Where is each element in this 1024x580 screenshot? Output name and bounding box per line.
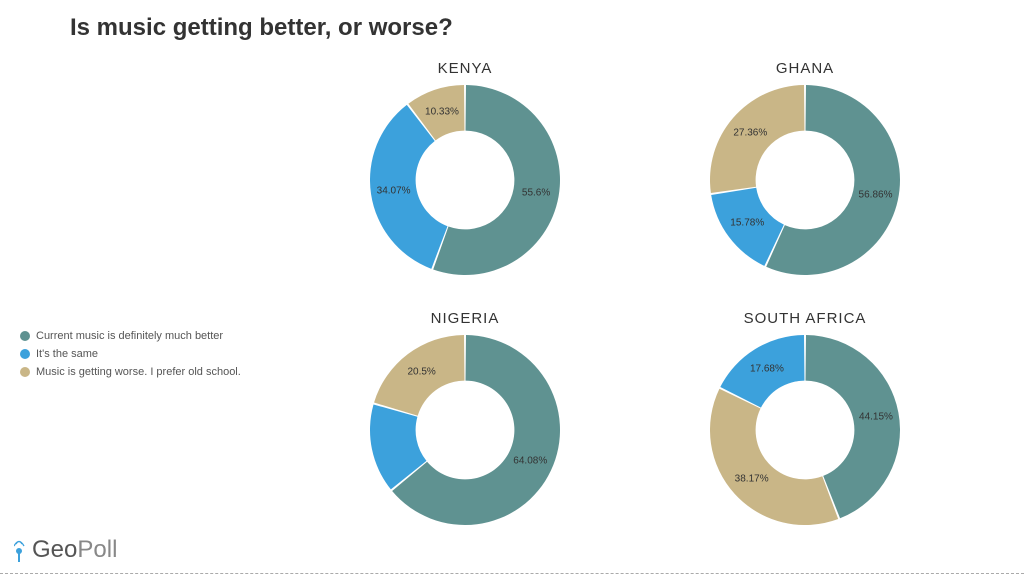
- slice-label: 17.68%: [750, 363, 784, 374]
- slice-label: 64.08%: [513, 455, 547, 466]
- logo-text-geo: Geo: [32, 536, 77, 563]
- geopoll-logo: GeoPoll: [14, 538, 117, 562]
- legend-item: Current music is definitely much better: [20, 330, 241, 342]
- logo-text-poll: Poll: [77, 536, 117, 563]
- slice-label: 34.07%: [377, 185, 411, 196]
- legend-item: Music is getting worse. I prefer old sch…: [20, 366, 241, 378]
- logo-icon: [14, 540, 30, 562]
- chart-title: KENYA: [370, 60, 560, 77]
- legend-dot: [20, 349, 30, 359]
- legend-dot: [20, 367, 30, 377]
- donut: 56.86% 15.78% 27.36%: [710, 85, 900, 275]
- donut-chart-southafrica: SOUTH AFRICA 44.15% 38.17% 17.68%: [710, 310, 900, 525]
- page-title: Is music getting better, or worse?: [70, 14, 453, 42]
- slice-label: 55.6%: [522, 187, 550, 198]
- legend-label: Current music is definitely much better: [36, 330, 223, 342]
- donut: 44.15% 38.17% 17.68%: [710, 335, 900, 525]
- slice-label: 56.86%: [859, 190, 893, 201]
- legend-dot: [20, 331, 30, 341]
- legend: Current music is definitely much better I…: [20, 330, 241, 384]
- slice-label: 10.33%: [425, 106, 459, 117]
- footer-divider: [0, 573, 1024, 574]
- slice-label: 15.78%: [730, 218, 764, 229]
- donut: 64.08% 20.5%: [370, 335, 560, 525]
- slice-label: 44.15%: [859, 411, 893, 422]
- chart-title: NIGERIA: [370, 310, 560, 327]
- slice-label: 38.17%: [735, 473, 769, 484]
- donut-chart-nigeria: NIGERIA 64.08% 20.5%: [370, 310, 560, 525]
- donut-chart-kenya: KENYA 55.6% 34.07% 10.33%: [370, 60, 560, 275]
- chart-title: GHANA: [710, 60, 900, 77]
- donut: 55.6% 34.07% 10.33%: [370, 85, 560, 275]
- legend-label: Music is getting worse. I prefer old sch…: [36, 366, 241, 378]
- slice-label: 27.36%: [733, 127, 767, 138]
- donut-chart-ghana: GHANA 56.86% 15.78% 27.36%: [710, 60, 900, 275]
- logo-text: GeoPoll: [32, 538, 117, 562]
- legend-label: It's the same: [36, 348, 98, 360]
- chart-title: SOUTH AFRICA: [710, 310, 900, 327]
- slice-label: 20.5%: [407, 367, 435, 378]
- legend-item: It's the same: [20, 348, 241, 360]
